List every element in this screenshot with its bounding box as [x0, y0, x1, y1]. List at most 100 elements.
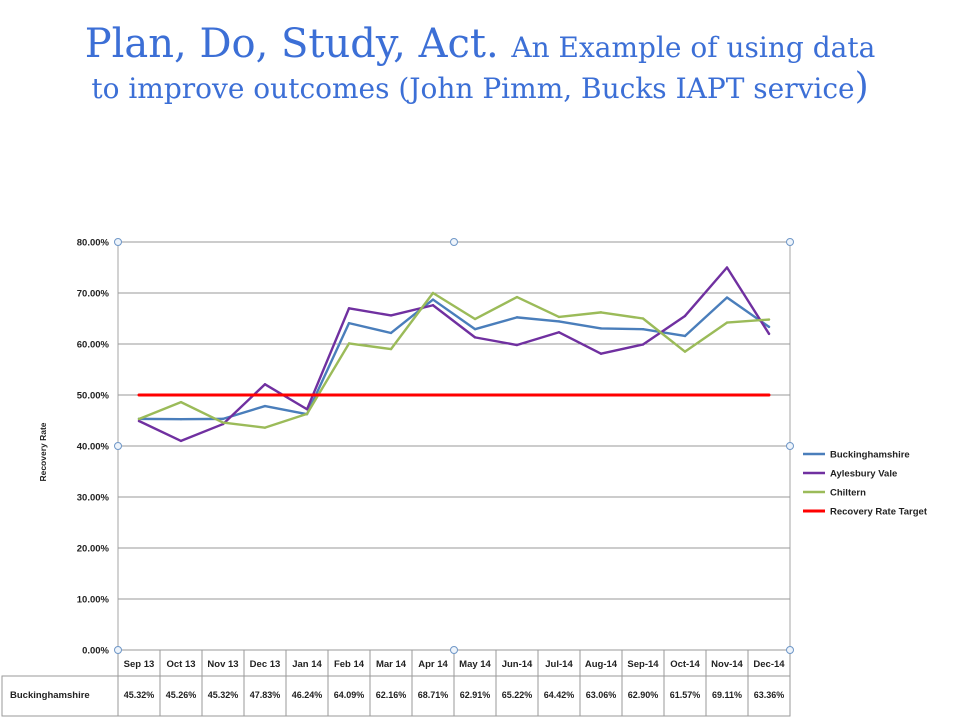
data-point — [221, 421, 225, 424]
x-tick-label: Feb 14 — [334, 659, 365, 670]
selection-handle — [114, 442, 122, 450]
data-table-cell: 62.91% — [460, 690, 491, 700]
x-tick-label: Jul-14 — [545, 659, 573, 670]
data-point — [431, 291, 435, 295]
data-point — [725, 266, 729, 269]
data-point — [347, 342, 351, 345]
data-point — [431, 304, 435, 307]
data-table-row-label: Buckinghamshire — [10, 690, 90, 701]
x-tick-label: Jan 14 — [292, 659, 322, 670]
data-point — [725, 321, 729, 324]
data-table-cell: 62.16% — [376, 690, 407, 700]
data-point — [347, 307, 351, 310]
y-tick-label: 10.00% — [77, 595, 110, 606]
data-table-cell: 47.83% — [250, 690, 281, 700]
legend-label: Recovery Rate Target — [830, 507, 928, 518]
data-point — [725, 393, 729, 397]
data-table-cell: 45.32% — [208, 690, 239, 700]
x-tick-label: Oct 13 — [166, 659, 195, 670]
data-point — [641, 343, 645, 346]
legend-label: Aylesbury Vale — [830, 469, 897, 480]
data-point — [515, 343, 519, 347]
x-tick-label: Aug-14 — [585, 659, 618, 670]
data-point — [557, 331, 561, 334]
data-point — [305, 412, 309, 416]
data-point — [347, 321, 351, 325]
selection-handle — [786, 238, 794, 246]
data-point — [305, 393, 309, 397]
x-tick-label: Oct-14 — [670, 659, 700, 670]
y-tick-label: 80.00% — [77, 238, 110, 249]
data-point — [389, 314, 393, 317]
data-point — [221, 393, 225, 397]
data-point — [683, 314, 687, 318]
selection-handle — [114, 646, 122, 654]
data-point — [683, 334, 687, 338]
data-point — [473, 327, 477, 331]
data-point — [431, 393, 435, 397]
y-tick-label: 60.00% — [77, 340, 110, 351]
data-point — [263, 393, 267, 397]
data-point — [557, 315, 561, 319]
series-line — [137, 266, 771, 443]
selection-handle — [786, 646, 794, 654]
data-point — [641, 317, 645, 320]
title-close: ) — [854, 65, 869, 107]
x-tick-label: Nov-14 — [711, 659, 743, 670]
data-point — [515, 393, 519, 397]
data-point — [473, 336, 477, 339]
data-point — [767, 393, 771, 397]
data-table-cell: 61.57% — [670, 690, 701, 700]
data-point — [641, 393, 645, 397]
y-tick-label: 40.00% — [77, 442, 110, 453]
data-point — [515, 316, 519, 319]
data-point — [263, 404, 267, 408]
data-point — [725, 296, 729, 299]
x-tick-label: Sep 13 — [124, 659, 155, 670]
data-point — [263, 383, 267, 386]
data-table-cell: 45.32% — [124, 690, 155, 700]
data-point — [347, 393, 351, 397]
data-point — [389, 331, 393, 335]
data-point — [599, 311, 603, 314]
data-point — [389, 347, 393, 351]
data-table-cell: 65.22% — [502, 690, 533, 700]
data-point — [389, 393, 393, 397]
data-point — [683, 350, 687, 353]
y-tick-label: 70.00% — [77, 289, 110, 300]
data-point — [431, 298, 435, 301]
y-tick-label: 50.00% — [77, 391, 110, 402]
data-table-cell: 62.90% — [628, 690, 659, 700]
data-table-cell: 45.26% — [166, 690, 197, 700]
data-table-frame — [1, 675, 791, 717]
data-point — [179, 393, 183, 397]
x-tick-label: Nov 13 — [207, 659, 238, 670]
y-tick-label: 0.00% — [82, 646, 109, 657]
data-point — [179, 417, 183, 421]
slide-title: Plan, Do, Study, Act. An Example of usin… — [0, 22, 960, 107]
data-table-cell: 63.06% — [586, 690, 617, 700]
data-point — [683, 393, 687, 397]
x-tick-label: Mar 14 — [376, 659, 407, 670]
data-table-cell: 63.36% — [754, 690, 785, 700]
data-point — [179, 439, 183, 443]
selection-handle — [114, 238, 122, 246]
x-tick-label: Dec 13 — [250, 659, 281, 670]
data-point — [641, 328, 645, 331]
x-tick-label: Dec-14 — [753, 659, 785, 670]
data-table-cell: 64.09% — [334, 690, 365, 700]
data-point — [557, 320, 561, 323]
y-tick-label: 20.00% — [77, 544, 110, 555]
data-point — [179, 400, 183, 404]
data-point — [515, 295, 519, 299]
data-point — [473, 317, 477, 321]
data-point — [137, 419, 141, 423]
title-line-1: Plan, Do, Study, Act. An Example of usin… — [0, 22, 960, 67]
data-point — [599, 327, 603, 330]
series-line — [137, 296, 771, 421]
data-table-cell: 68.71% — [418, 690, 449, 700]
title-main: Plan, Do, Study, Act. — [84, 21, 499, 67]
data-point — [137, 417, 141, 421]
